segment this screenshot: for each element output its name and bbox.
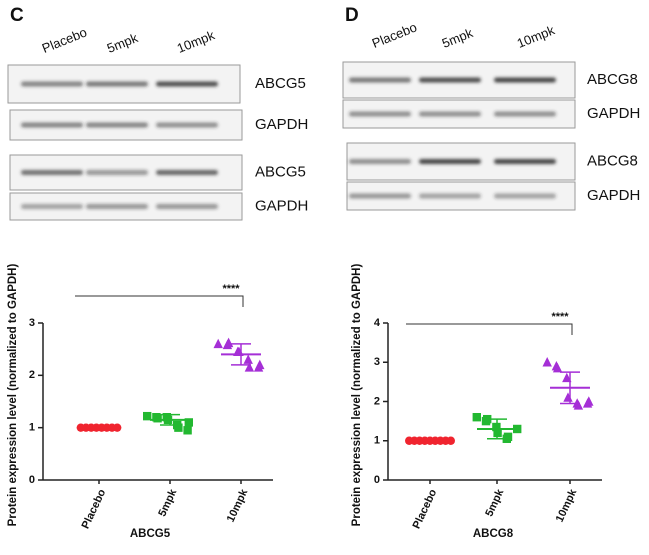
blot-band [86,204,148,209]
y-tick-label: 2 [374,395,380,407]
blot-band [349,77,411,83]
data-point [552,362,563,373]
data-point [213,338,223,349]
blot-band [349,159,411,164]
data-point [244,362,255,372]
y-tick-label: 0 [374,474,380,486]
blot-band [494,193,556,199]
y-tick-label: 3 [374,356,380,368]
blot-label: ABCG8 [587,152,638,169]
data-point [513,424,522,434]
panel-letter: D [345,5,359,26]
x-tick-label: 10mpk [225,487,251,524]
data-point [562,372,572,383]
blot-label: GAPDH [255,197,308,214]
data-point [503,432,513,442]
x-axis-title: ABCG5 [130,528,171,540]
blot-band [21,122,83,128]
data-point [542,357,552,367]
y-axis-title: Protein expression level (normalized to … [7,264,19,527]
blot-label: GAPDH [587,187,640,204]
data-point [174,423,183,432]
data-point [573,400,584,410]
lane-label: 5mpk [105,30,141,56]
blot-band [349,193,411,199]
blot-band [21,81,83,87]
blot-band [419,77,481,83]
data-point [255,359,265,370]
blot-label: ABCG5 [255,75,306,92]
blot-band [156,204,218,209]
lane-label: 10mpk [515,22,557,51]
x-tick-label: 5mpk [156,487,179,519]
y-tick-label: 1 [374,435,380,447]
blot-band [419,193,481,199]
y-axis-title: Protein expression level (normalized to … [351,264,363,527]
y-tick-label: 2 [29,369,35,381]
blot-band [494,77,556,83]
data-point [183,426,192,435]
blot-band [419,159,481,164]
x-tick-label: 5mpk [483,487,506,519]
x-tick-label: Placebo [411,487,440,531]
lane-label: 10mpk [175,27,217,56]
blot-band [86,81,148,87]
blot-band [21,170,83,175]
blot-label: GAPDH [255,116,308,133]
data-point [472,413,481,422]
significance-bracket [75,295,244,307]
lane-label: Placebo [40,24,89,56]
data-point [584,396,594,406]
blot-band [349,111,411,117]
blot-band [86,122,148,128]
data-point [446,436,455,445]
y-tick-label: 1 [29,422,35,434]
x-tick-label: 10mpk [554,487,580,524]
blot-band [156,122,218,128]
panel-letter: C [10,5,24,26]
data-point [563,392,573,402]
data-point [223,337,234,348]
blot-band [156,170,218,175]
data-point [153,414,162,423]
y-tick-label: 3 [29,317,35,329]
significance-bracket [406,323,573,335]
blot-band [156,81,218,87]
blot-label: ABCG5 [255,163,306,180]
blot-band [419,111,481,117]
y-tick-label: 4 [374,317,381,329]
lane-label: 5mpk [440,25,476,51]
data-point [184,418,193,427]
blot-band [86,170,148,175]
significance-label: **** [551,311,569,323]
blot-band [21,204,83,209]
blot-band [494,159,556,164]
blot-label: ABCG8 [587,71,638,88]
y-tick-label: 0 [29,474,35,486]
blot-label: GAPDH [587,105,640,122]
blot-band [494,111,556,117]
data-point [143,411,152,421]
significance-label: **** [222,283,240,295]
x-axis-title: ABCG8 [473,528,514,540]
lane-label: Placebo [370,19,419,51]
x-tick-label: Placebo [80,487,109,531]
data-point [243,354,253,364]
